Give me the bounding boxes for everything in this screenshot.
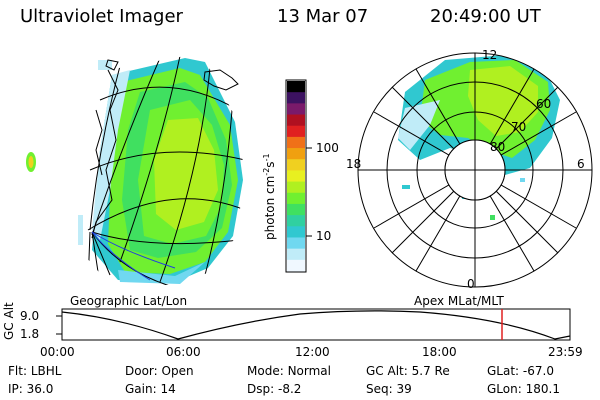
status-glat-value: -67.0 [522,364,554,378]
colorbar [285,79,312,273]
status-door: Door: Open [125,364,194,378]
status-filter-label: Flt: [8,364,27,378]
colorbar-cell [287,114,305,127]
colorbar-cell [287,159,305,171]
status-seq-label: Seq: [366,382,393,396]
altitude-ytick-low: 1.8 [20,327,40,341]
polar-plot [357,52,593,288]
status-ip: IP: 36.0 [8,382,53,396]
status-dsp-value: -8.2 [277,382,302,396]
mlt-label-18: 18 [346,157,362,171]
status-gain: Gain: 14 [125,382,176,396]
status-seq: Seq: 39 [366,382,412,396]
colorbar-cell [287,248,305,261]
altitude-plot [56,308,571,341]
colorbar-cell [287,215,305,227]
status-dsp: Dsp: -8.2 [247,382,301,396]
colorbar-unit-base: photon cm [263,175,277,240]
colorbar-cell [287,192,305,205]
geographic-caption: Geographic Lat/Lon [70,294,188,308]
status-gain-label: Gain: [125,382,157,396]
status-gain-value: 14 [160,382,176,396]
status-glon-label: GLon: [487,382,522,396]
mlt-label-12: 12 [482,48,498,62]
status-mode-value: Normal [287,364,331,378]
instrument-title: Ultraviolet Imager [20,6,183,27]
status-glat-label: GLat: [487,364,520,378]
altitude-ytick-high: 9.0 [20,309,40,323]
status-ip-value: 36.0 [26,382,54,396]
colorbar-cell [287,170,305,183]
colorbar-tick-10: 10 [316,229,332,243]
colorbar-unit-exp2: -1 [262,153,271,162]
apex-caption: Apex MLat/MLT [414,294,504,308]
status-gc-alt-value: 5.7 Re [411,364,450,378]
lat-label-80: 80 [490,140,506,154]
status-filter: Flt: LBHL [8,364,61,378]
colorbar-cell [287,259,305,272]
colorbar-cell [287,148,305,160]
status-ip-label: IP: [8,382,23,396]
altitude-xtick-2: 12:00 [295,345,330,359]
mlt-label-6: 6 [577,157,585,171]
colorbar-cell [287,81,305,93]
status-door-value: Open [161,364,194,378]
date-label: 13 Mar 07 [277,6,369,27]
status-gc-alt-label: GC Alt: [366,364,408,378]
colorbar-cell [287,237,305,250]
colorbar-cell [287,92,305,104]
colorbar-cell [287,125,305,138]
colorbar-tick-100: 100 [316,141,339,155]
colorbar-unit-label: photon cm-2s-1 [262,153,277,240]
status-glon-value: 180.1 [525,382,560,396]
status-dsp-label: Dsp: [247,382,275,396]
colorbar-cell [287,103,305,116]
colorbar-cell [287,136,305,149]
status-mode-label: Mode: [247,364,284,378]
status-filter-value: LBHL [30,364,62,378]
status-door-label: Door: [125,364,158,378]
altitude-ylabel: GC Alt [2,302,16,340]
altitude-xtick-4: 23:59 [548,345,583,359]
altitude-xtick-3: 18:00 [422,345,457,359]
altitude-xtick-1: 06:00 [166,345,201,359]
altitude-xtick-0: 00:00 [40,345,75,359]
lat-label-70: 70 [511,120,527,134]
colorbar-unit-mid: s [263,161,277,168]
mlt-label-0: 0 [467,277,475,291]
status-glat: GLat: -67.0 [487,364,554,378]
status-seq-value: 39 [396,382,412,396]
status-glon: GLon: 180.1 [487,382,560,396]
colorbar-cell [287,181,305,194]
colorbar-cell [287,226,305,238]
colorbar-cell [287,203,305,216]
status-gc-alt: GC Alt: 5.7 Re [366,364,450,378]
geographic-image [26,56,245,285]
lat-label-60: 60 [536,97,552,111]
time-label: 20:49:00 UT [430,6,541,27]
colorbar-unit-exp1: -2 [262,167,271,176]
status-mode: Mode: Normal [247,364,331,378]
